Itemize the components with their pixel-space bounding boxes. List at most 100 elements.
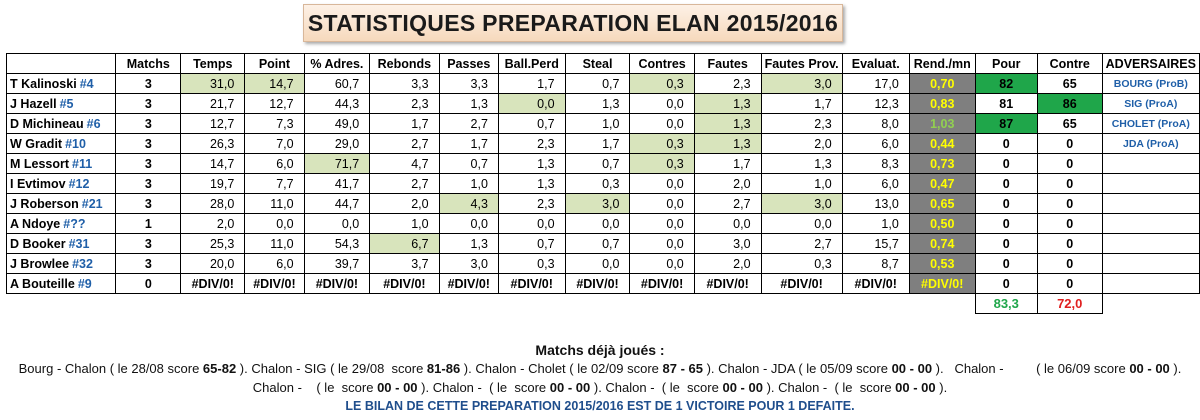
ballperd-cell: 1,7 — [497, 73, 566, 94]
point-cell: 6,0 — [244, 153, 305, 174]
pour-cell: 0 — [974, 213, 1038, 234]
contre-cell: 65 — [1036, 73, 1103, 94]
page-title: STATISTIQUES PREPARATION ELAN 2015/2016 — [303, 4, 843, 42]
adres-cell: 44,7 — [303, 193, 371, 214]
rebonds-cell: 3,7 — [369, 253, 440, 274]
header-row: Matchs Temps Point% Adres. Rebonds Passes Bal… — [5, 53, 1200, 74]
empty-cell — [439, 294, 498, 314]
steal-cell: 1,7 — [564, 133, 631, 154]
player-name-cell: A Bouteille #9 — [5, 273, 117, 294]
summary-text: ). — [1169, 361, 1182, 376]
matches-cell: 0 — [115, 273, 182, 294]
steal-cell: #DIV/0! — [564, 273, 631, 294]
temps-cell: 26,3 — [180, 133, 246, 154]
steal-cell: 0,3 — [564, 173, 631, 194]
passes-cell: 4,3 — [438, 193, 499, 214]
pour-cell: 0 — [974, 133, 1038, 154]
contres-cell: 0,0 — [629, 113, 695, 134]
evaluat-cell: 17,0 — [841, 73, 910, 94]
passes-cell: 1,0 — [438, 173, 499, 194]
ballperd-cell: 0,0 — [497, 93, 566, 114]
player-name: I Evtimov — [10, 176, 66, 191]
player-number: #10 — [65, 136, 86, 151]
empty-cell — [181, 294, 245, 314]
fautes-cell: #DIV/0! — [693, 273, 762, 294]
empty-cell — [694, 294, 761, 314]
contre-cell: 0 — [1036, 133, 1103, 154]
score-text: 87 - 65 — [662, 361, 703, 376]
point-cell: #DIV/0! — [244, 273, 305, 294]
opponent-cell — [1101, 273, 1200, 294]
evaluat-cell: 8,7 — [841, 253, 910, 274]
contre-cell: 0 — [1036, 273, 1103, 294]
summary-conclusion: LE BILAN DE CETTE PREPARATION 2015/2016 … — [345, 399, 855, 413]
steal-cell: 0,7 — [564, 233, 631, 254]
rend-cell: 0,44 — [908, 133, 976, 154]
player-name-cell: I Evtimov #12 — [5, 173, 117, 194]
temps-cell: 14,7 — [180, 153, 246, 174]
passes-cell: 1,3 — [438, 233, 499, 254]
table-row: W Gradit #10 3 26,3 7,0 29,0 2,7 1,7 2,3 1,7 0,3 1,… — [5, 133, 1200, 154]
steal-cell: 0,7 — [564, 153, 631, 174]
contre-cell: 65 — [1036, 113, 1103, 134]
pour-cell: 0 — [974, 253, 1038, 274]
fautes-cell: 2,7 — [693, 193, 762, 214]
passes-cell: 1,3 — [438, 93, 499, 114]
player-number: #12 — [68, 176, 90, 191]
opponent-cell: CHOLET (ProA) — [1101, 113, 1200, 134]
rend-cell: 0,73 — [908, 153, 976, 174]
contres-cell: 0,3 — [629, 133, 695, 154]
pour-cell: 0 — [974, 173, 1038, 194]
player-name-cell: J Hazell #5 — [5, 93, 117, 114]
adres-cell: 39,7 — [303, 253, 371, 274]
contre-cell: 0 — [1036, 193, 1103, 214]
summary-line-2: Chalon - ( le score 00 - 00 ). Chalon - … — [0, 380, 1200, 395]
point-cell: 7,0 — [244, 133, 305, 154]
player-number: #?? — [63, 216, 86, 231]
table-row: A Bouteille #9 0 #DIV/0! #DIV/0! #DIV/0! #DIV/… — [5, 273, 1200, 294]
column-header: Rebonds — [369, 53, 440, 74]
fautesprov-cell: 1,7 — [760, 93, 843, 114]
matches-cell: 3 — [115, 173, 182, 194]
contre-cell: 0 — [1036, 213, 1103, 234]
opponent-cell — [1101, 213, 1200, 234]
table-row: J Browlee #32 3 20,0 6,0 39,7 3,7 3,0 0,3 0,0 0,0 2… — [5, 253, 1200, 274]
fautes-cell: 1,3 — [693, 113, 762, 134]
temps-cell: 21,7 — [180, 93, 246, 114]
fautesprov-cell: 1,3 — [760, 153, 843, 174]
rebonds-cell: 1,7 — [369, 113, 440, 134]
player-name-cell: J Roberson #21 — [5, 193, 117, 214]
player-name: J Browlee — [10, 256, 70, 271]
contres-cell: 0,3 — [629, 153, 695, 174]
empty-cell — [630, 294, 694, 314]
contres-cell: 0,0 — [629, 233, 695, 254]
temps-cell: 28,0 — [180, 193, 246, 214]
table-row: I Evtimov #12 3 19,7 7,7 41,7 2,7 1,0 1,3 0,3 0,0 2… — [5, 173, 1200, 194]
evaluat-cell: 8,3 — [841, 153, 910, 174]
temps-cell: 2,0 — [180, 213, 246, 234]
total-contre: 72,0 — [1036, 293, 1103, 314]
rend-cell: #DIV/0! — [908, 273, 976, 294]
fautes-cell: 2,3 — [693, 73, 762, 94]
player-name: A Ndoye — [10, 216, 61, 231]
summary-text: ). Chalon - Cholet ( le 02/09 score — [460, 361, 663, 376]
matches-cell: 1 — [115, 213, 182, 234]
adres-cell: 44,3 — [303, 93, 371, 114]
matches-cell: 3 — [115, 113, 182, 134]
adres-cell: 0,0 — [303, 213, 371, 234]
fautesprov-cell: 2,3 — [760, 113, 843, 134]
passes-cell: 3,3 — [438, 73, 499, 94]
contres-cell: 0,0 — [629, 213, 695, 234]
empty-cell — [7, 294, 116, 314]
rend-cell: 0,65 — [908, 193, 976, 214]
rebonds-cell: 4,7 — [369, 153, 440, 174]
summary-text: ). Chalon - ( le score — [762, 380, 896, 395]
point-cell: 14,7 — [244, 73, 305, 94]
empty-cell — [498, 294, 565, 314]
steal-cell: 1,3 — [564, 93, 631, 114]
temps-cell: 31,0 — [180, 73, 246, 94]
score-text: 00 - 00 — [1129, 361, 1170, 376]
opponent-cell — [1101, 193, 1200, 214]
fautesprov-cell: 3,0 — [760, 73, 843, 94]
fautes-cell: 2,0 — [693, 253, 762, 274]
